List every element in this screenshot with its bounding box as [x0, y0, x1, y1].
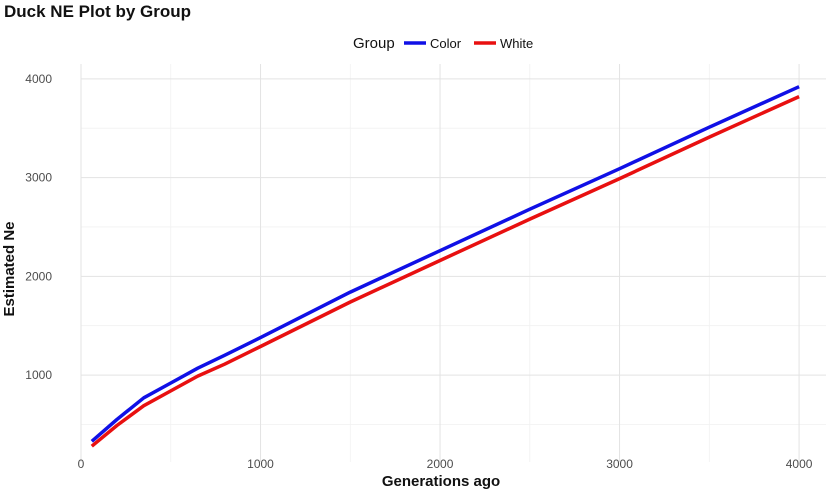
legend: Group Color White — [353, 35, 533, 52]
legend-label-color: Color — [430, 36, 462, 51]
series-line-white — [90, 95, 800, 448]
chart-title: Duck NE Plot by Group — [4, 2, 191, 21]
x-tick-label: 2000 — [427, 457, 454, 471]
x-tick-label: 1000 — [247, 457, 274, 471]
x-axis-ticks: 0 1000 2000 3000 4000 — [78, 457, 813, 471]
x-tick-label: 0 — [78, 457, 85, 471]
legend-label-white: White — [500, 36, 533, 51]
y-tick-label: 3000 — [25, 171, 52, 185]
legend-title: Group — [353, 35, 395, 52]
x-tick-label: 4000 — [786, 457, 813, 471]
y-tick-label: 1000 — [25, 368, 52, 382]
x-axis-title: Generations ago — [382, 473, 500, 490]
series-line-color — [90, 85, 800, 443]
y-axis-ticks: 1000 2000 3000 4000 — [25, 72, 52, 382]
grid — [80, 64, 826, 462]
x-tick-label: 3000 — [606, 457, 633, 471]
y-axis-title: Estimated Ne — [1, 221, 18, 316]
series-lines — [90, 85, 800, 448]
y-tick-label: 4000 — [25, 72, 52, 86]
y-tick-label: 2000 — [25, 269, 52, 283]
